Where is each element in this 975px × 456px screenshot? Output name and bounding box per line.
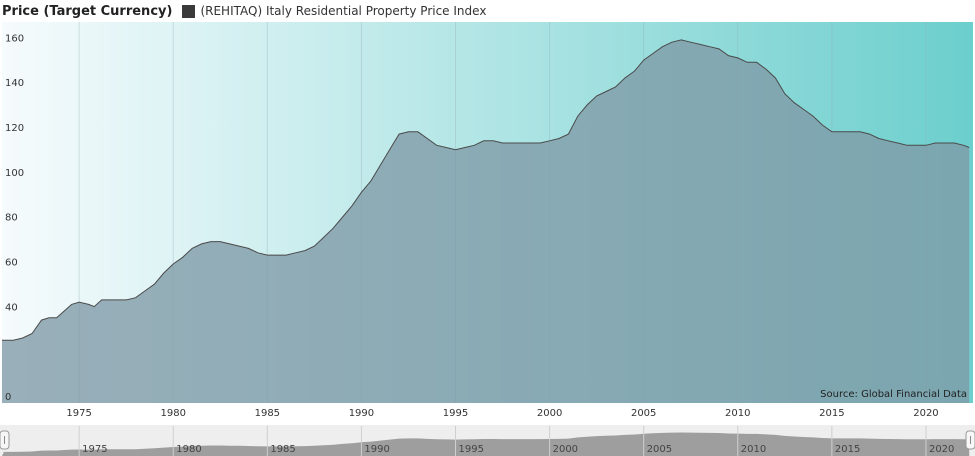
navigator-tick-label: 1980 [176, 444, 201, 455]
legend-series-label: (REHITAQ) Italy Residential Property Pri… [200, 4, 487, 18]
y-tick-label: 60 [5, 258, 18, 269]
x-tick-label: 1995 [443, 408, 468, 419]
x-tick-label: 2000 [537, 408, 562, 419]
series-area [2, 39, 970, 404]
x-tick-label: 2015 [819, 408, 844, 419]
x-tick-label: 1980 [161, 408, 186, 419]
legend-item-rehitaq[interactable]: (REHITAQ) Italy Residential Property Pri… [182, 4, 486, 18]
y-tick-label: 80 [5, 213, 18, 224]
navigator-tick-label: 2005 [647, 444, 672, 455]
navigator-tick-label: 2020 [929, 444, 954, 455]
source-credit: Source: Global Financial Data [820, 389, 967, 400]
y-tick-label: 0 [5, 392, 11, 403]
navigator-tick-label: 1990 [364, 444, 389, 455]
navigator-handle-left[interactable] [0, 430, 10, 450]
x-tick-label: 1990 [349, 408, 374, 419]
y-tick-label: 160 [5, 33, 24, 44]
x-tick-label: 2020 [913, 408, 938, 419]
y-tick-label: 140 [5, 78, 24, 89]
series-line [2, 39, 970, 341]
legend-swatch [182, 4, 196, 18]
navigator-tick-label: 2010 [741, 444, 766, 455]
x-axis: 1975 1980 1985 1990 1995 2000 2005 2010 2015 2020 [66, 408, 938, 419]
navigator[interactable]: 1975 1980 1985 1990 1995 2000 2005 2010 2015 2020 [0, 425, 975, 456]
navigator-tick-label: 2000 [553, 444, 578, 455]
navigator-tick-label: 1985 [270, 444, 295, 455]
y-tick-label: 40 [5, 302, 18, 313]
y-tick-label: 120 [5, 123, 24, 134]
navigator-tick-label: 1995 [459, 444, 484, 455]
navigator-tick-label: 1975 [82, 444, 107, 455]
x-tick-label: 2005 [631, 408, 656, 419]
y-tick-label: 100 [5, 168, 24, 179]
navigator-tick-label: 2015 [835, 444, 860, 455]
navigator-area [2, 432, 970, 456]
legend: Price (Target Currency) (REHITAQ) Italy … [0, 0, 975, 22]
x-tick-label: 2010 [725, 408, 750, 419]
x-tick-label: 1985 [255, 408, 280, 419]
y-axis: 0 40 60 80 100 120 140 160 [5, 33, 24, 403]
navigator-ticks: 1975 1980 1985 1990 1995 2000 2005 2010 2015 2020 [78, 426, 954, 456]
navigator-handle-right[interactable] [965, 430, 975, 450]
legend-title: Price (Target Currency) [2, 3, 173, 19]
x-tick-label: 1975 [66, 408, 91, 419]
